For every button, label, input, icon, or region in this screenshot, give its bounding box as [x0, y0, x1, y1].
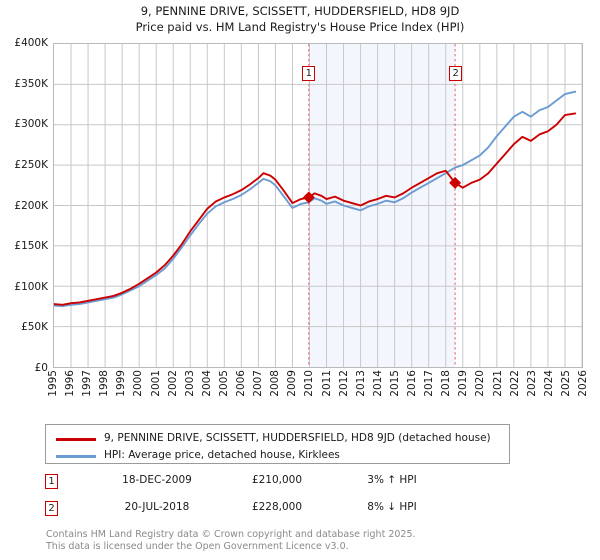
y-tick-label: £0	[34, 362, 48, 374]
x-tick-label: 2008	[269, 370, 282, 397]
transaction-hpi-delta: 8% ↓ HPI	[367, 501, 417, 513]
y-tick-label: £200K	[14, 199, 48, 212]
footer-line-2: This data is licensed under the Open Gov…	[46, 540, 349, 552]
transaction-price: £210,000	[251, 474, 303, 486]
x-axis-labels: 1995 1996 1997 1998 1999 2000 2001 2002 2003 2004…	[47, 370, 589, 416]
transaction-hpi-delta: 3% ↑ HPI	[367, 474, 417, 486]
chart-canvas	[54, 44, 582, 367]
transaction-point-markers	[302, 176, 462, 204]
gridlines	[54, 44, 582, 367]
x-tick-label: 2004	[200, 370, 213, 397]
legend-color-swatch	[56, 438, 96, 441]
x-tick-label: 1997	[81, 370, 94, 397]
legend-label: 9, PENNINE DRIVE, SCISSETT, HUDDERSFIELD…	[104, 432, 491, 444]
x-tick-label: 2002	[166, 370, 179, 397]
y-tick-label: £400K	[14, 37, 48, 49]
chart-legend: 9, PENNINE DRIVE, SCISSETT, HUDDERSFIELD…	[45, 424, 510, 464]
x-tick-label: 2007	[252, 370, 265, 397]
y-tick-label: £150K	[14, 240, 48, 253]
y-tick-label: £50K	[21, 321, 48, 334]
x-tick-label: 2013	[354, 370, 367, 397]
transaction-row[interactable]: 1 18-DEC-2009 £210,000 3% ↑ HPI	[45, 474, 565, 498]
x-tick-label: 2017	[423, 370, 436, 397]
x-tick-label: 2023	[525, 370, 538, 397]
x-tick-label: 1996	[64, 370, 77, 397]
legend-item[interactable]: HPI: Average price, detached house, Kirk…	[46, 446, 509, 466]
x-tick-label: 2022	[508, 370, 521, 397]
marker-badge-1[interactable]: 1	[302, 66, 316, 81]
y-tick-label: £250K	[14, 158, 48, 171]
x-tick-label: 2006	[235, 370, 248, 397]
legend-label: HPI: Average price, detached house, Kirk…	[104, 449, 340, 461]
x-tick-label: 2020	[474, 370, 487, 397]
legend-color-swatch	[56, 455, 96, 458]
x-tick-label: 2019	[457, 370, 470, 397]
x-tick-label: 2009	[286, 370, 299, 397]
transaction-marker-badge[interactable]: 2	[45, 501, 58, 516]
marker-vertical-lines	[308, 44, 456, 367]
x-tick-label: 2025	[559, 370, 572, 397]
x-tick-label: 2021	[491, 370, 504, 397]
x-tick-label: 2010	[303, 370, 316, 397]
x-tick-label: 2000	[132, 370, 145, 397]
x-tick-label: 2005	[217, 370, 230, 397]
page-title: 9, PENNINE DRIVE, SCISSETT, HUDDERSFIELD…	[0, 3, 600, 35]
y-tick-label: £100K	[14, 280, 48, 293]
transaction-marker-badge[interactable]: 1	[45, 474, 58, 489]
x-tick-label: 2012	[337, 370, 350, 397]
transaction-date: 20-JUL-2018	[124, 501, 190, 513]
transaction-row[interactable]: 2 20-JUL-2018 £228,000 8% ↓ HPI	[45, 501, 565, 525]
x-tick-label: 1998	[98, 370, 111, 397]
transaction-date: 18-DEC-2009	[122, 474, 192, 486]
x-tick-label: 2018	[440, 370, 453, 397]
y-axis-labels: £0 £50K £100K £150K £200K £250K £300K £350K £400…	[0, 37, 51, 374]
x-tick-label: 2015	[388, 370, 401, 397]
footer-attribution: Contains HM Land Registry data © Crown c…	[46, 529, 586, 552]
x-tick-label: 1999	[115, 370, 128, 397]
transaction-price: £228,000	[251, 501, 303, 513]
x-tick-label: 2011	[320, 370, 333, 397]
x-tick-label: 2016	[406, 370, 419, 397]
marker-badge-2[interactable]: 2	[449, 66, 463, 81]
x-tick-label: 2024	[542, 370, 555, 397]
footer-line-1: Contains HM Land Registry data © Crown c…	[46, 529, 416, 540]
x-tick-label: 2026	[577, 370, 589, 397]
legend-item[interactable]: 9, PENNINE DRIVE, SCISSETT, HUDDERSFIELD…	[46, 429, 509, 449]
x-tick-label: 2001	[149, 370, 162, 397]
price-history-chart	[53, 43, 583, 368]
title-line-1: 9, PENNINE DRIVE, SCISSETT, HUDDERSFIELD…	[140, 4, 460, 18]
y-tick-label: £300K	[14, 118, 48, 131]
x-tick-label: 2003	[183, 370, 196, 397]
title-line-2: Price paid vs. HM Land Registry's House …	[135, 20, 465, 34]
y-tick-label: £350K	[14, 77, 48, 90]
x-tick-label: 2014	[371, 370, 384, 397]
x-tick-label: 1995	[47, 370, 59, 397]
